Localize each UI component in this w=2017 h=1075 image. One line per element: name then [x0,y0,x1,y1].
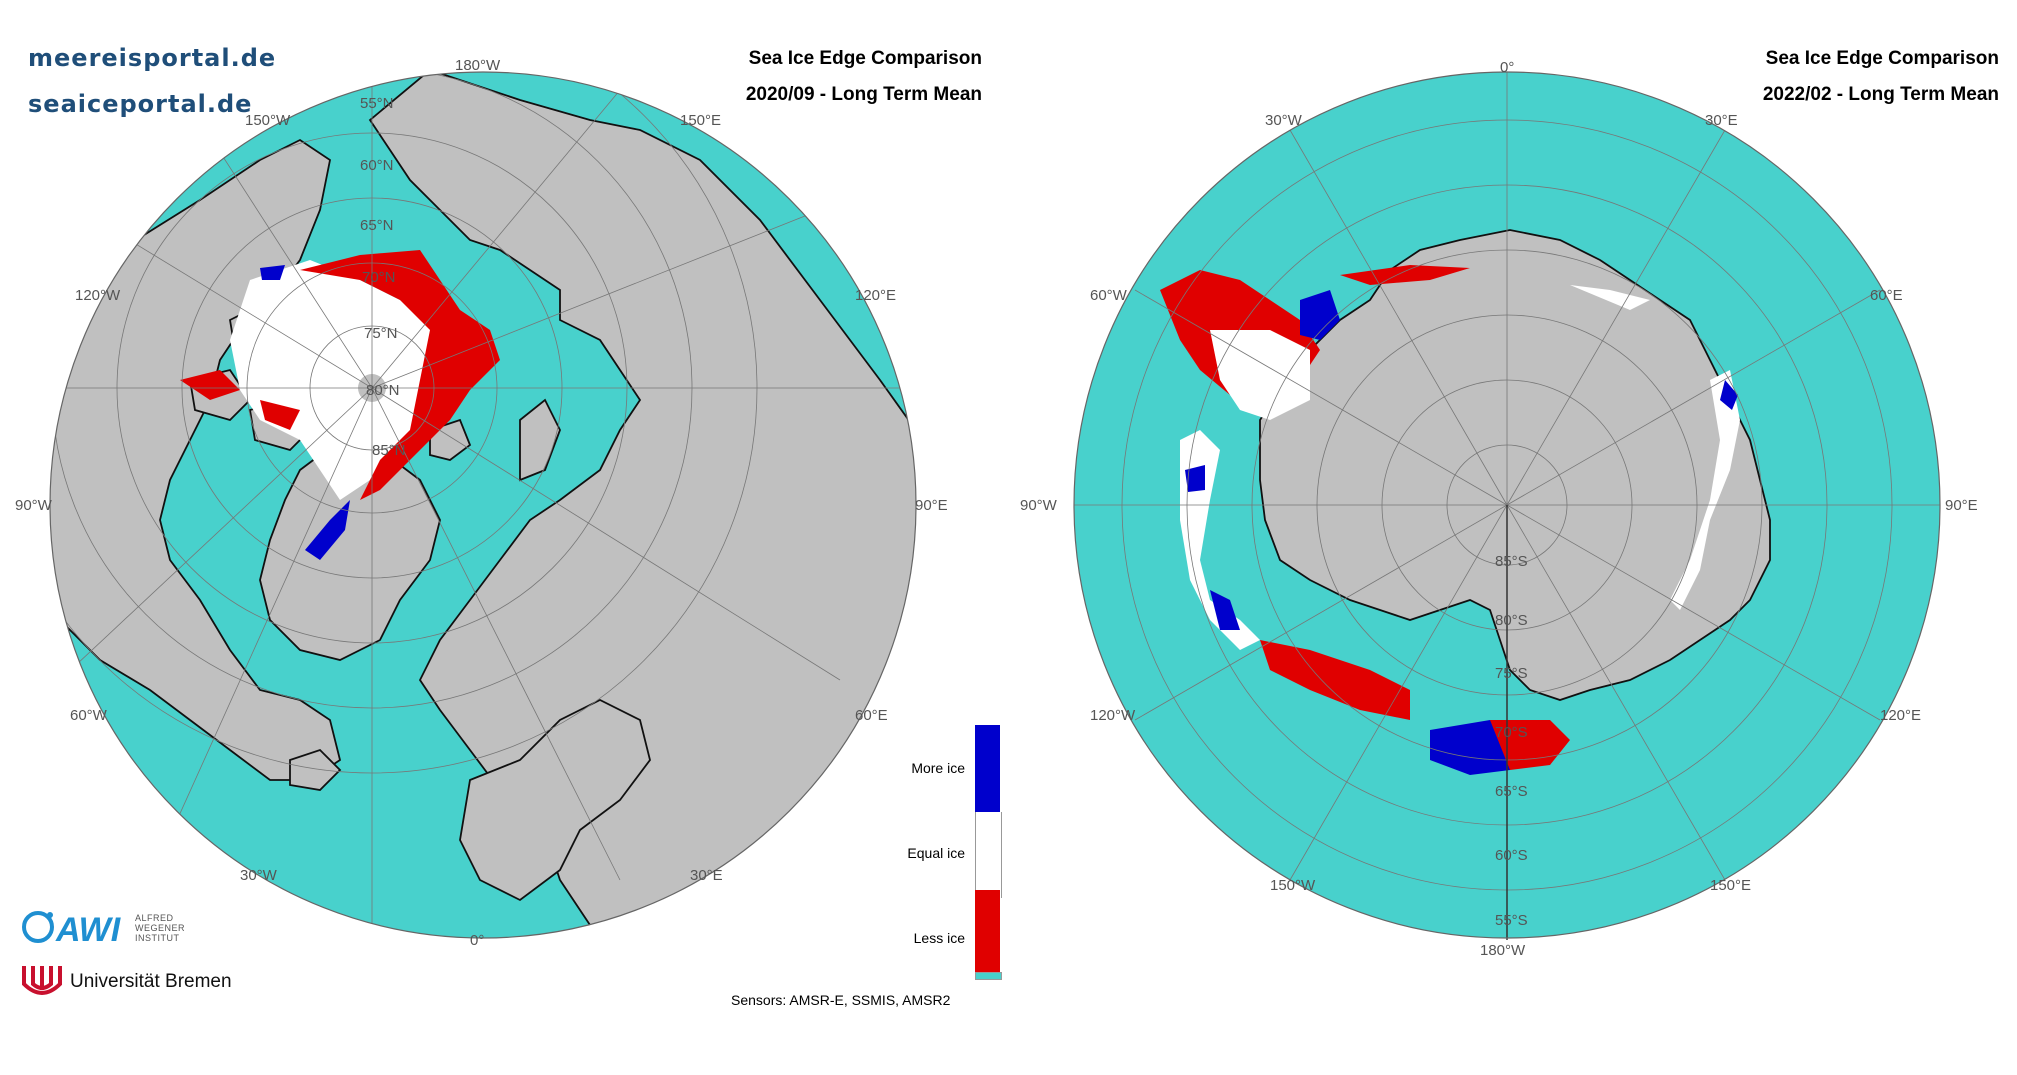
legend-label-equal: Equal ice [907,845,965,861]
legend-swatch-less [975,890,1000,972]
map-subtitle-arctic: 2020/09 - Long Term Mean [745,84,982,105]
arctic-lon-labels: 180°W 150°E 120°E 90°E 60°E 30°E 0° 30°W… [15,57,948,949]
awi-logo[interactable]: AWI ALFRED WEGENER INSTITUT [20,905,200,950]
uni-bremen-logo[interactable]: Universität Bremen [20,962,280,1002]
lat-label: 60°N [360,157,394,174]
svg-text:AWI: AWI [55,911,122,949]
lon-label: 30°E [690,867,723,884]
arctic-sea-ice [180,250,500,560]
legend-swatch-more [975,725,1000,812]
map-title-arctic: Sea Ice Edge Comparison [748,48,982,69]
lon-label: 150°W [245,112,291,129]
lat-label: 65°N [360,217,394,234]
lon-label: 150°E [680,112,721,129]
lon-label: 90°W [15,497,53,514]
awi-text-3: INSTITUT [135,933,180,943]
lon-label: 150°E [1710,877,1751,894]
lon-label: 150°W [1270,877,1316,894]
legend-swatch-ocean [975,972,1002,980]
lat-label: 60°S [1495,847,1528,864]
legend-swatch-equal [975,812,1002,898]
awi-text-2: WEGENER [135,923,186,933]
map-title-antarctic: Sea Ice Edge Comparison [1765,48,1999,69]
lon-label: 120°E [1880,707,1921,724]
lon-label: 180°W [1480,942,1526,959]
lon-label: 30°W [240,867,278,884]
arctic-map: 55°N 60°N 65°N 70°N 75°N 80°N 85°N 180°W… [15,57,948,949]
legend-label-less: Less ice [913,930,965,946]
arctic-lat-labels: 55°N 60°N 65°N 70°N 75°N 80°N 85°N [360,95,406,459]
lon-label: 0° [1500,59,1514,76]
lon-label: 30°E [1705,112,1738,129]
lon-label: 120°W [1090,707,1136,724]
antarctic-lat-labels: 55°S 60°S 65°S 70°S 75°S 80°S 85°S [1495,553,1528,929]
lat-label: 70°S [1495,724,1528,741]
lon-label: 120°E [855,287,896,304]
lat-label: 85°N [372,442,406,459]
uni-bremen-label: Universität Bremen [70,971,232,992]
lat-label: 80°S [1495,612,1528,629]
antarctic-map: 55°S 60°S 65°S 70°S 75°S 80°S 85°S 0° 30… [1020,59,1978,959]
lat-label: 80°N [366,382,400,399]
lon-label: 60°W [70,707,108,724]
lat-label: 55°S [1495,912,1528,929]
awi-text-1: ALFRED [135,913,174,923]
lon-label: 0° [470,932,484,949]
lat-label: 70°N [362,269,396,286]
lon-label: 90°E [915,497,948,514]
arctic-graticule [50,72,916,938]
map-subtitle-antarctic: 2022/02 - Long Term Mean [1762,84,1999,105]
lat-label: 55°N [360,95,394,112]
portal-name-de[interactable]: meereisportal.de [28,44,277,72]
lon-label: 120°W [75,287,121,304]
lat-label: 75°S [1495,665,1528,682]
lon-label: 60°E [855,707,888,724]
sensors-note: Sensors: AMSR-E, SSMIS, AMSR2 [731,992,951,1008]
lon-label: 90°W [1020,497,1058,514]
lon-label: 60°E [1870,287,1903,304]
uni-bremen-icon [22,966,62,995]
lon-label: 60°W [1090,287,1128,304]
awi-logo-icon: AWI [22,911,122,949]
lat-label: 85°S [1495,553,1528,570]
lon-label: 180°W [455,57,501,74]
lat-label: 75°N [364,325,398,342]
lon-label: 90°E [1945,497,1978,514]
legend-label-more: More ice [911,760,965,776]
antarctic-lon-labels: 0° 30°E 60°E 90°E 120°E 150°E 180°W 150°… [1020,59,1978,959]
lon-label: 30°W [1265,112,1303,129]
portal-name-en[interactable]: seaiceportal.de [28,90,253,118]
lat-label: 65°S [1495,783,1528,800]
